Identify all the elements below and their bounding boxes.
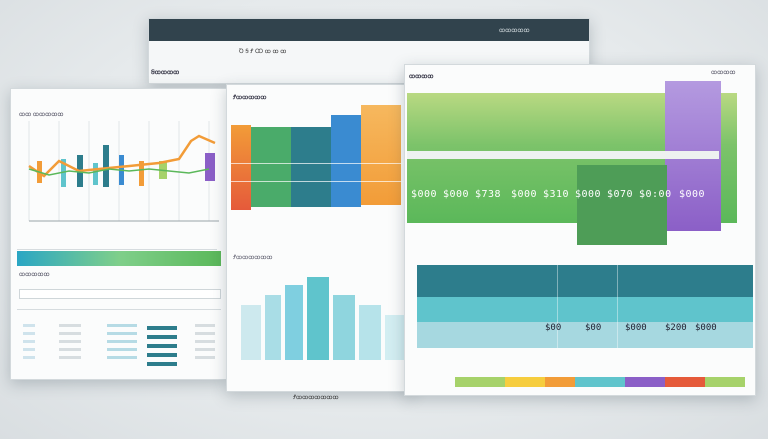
left-chart-line-green bbox=[28, 168, 210, 176]
center-band-teal bbox=[291, 127, 331, 207]
left-window-tab[interactable]: Ꞩꝏꝏꝏꝏ bbox=[151, 70, 180, 76]
right-bottom-values: $00 $00 $000 $200 $000 bbox=[545, 323, 745, 337]
left-chart-line-orange bbox=[28, 134, 216, 178]
back-window-url[interactable]: ꝏꝏꝏꝏꝏ bbox=[499, 28, 530, 34]
left-table-col-4 bbox=[147, 326, 177, 366]
left-window: Ꞩꝏꝏꝏꝏ ꝏꝏ ꝏꝏꝏꝏꝏ ꝏꝏꝏꝏꝏ bbox=[10, 70, 227, 380]
center-header: Ꝭꝏꝏꝏꝏꝏ bbox=[233, 95, 267, 101]
right-bottom-value-4: $000 bbox=[695, 323, 717, 333]
right-bottom-chart bbox=[417, 265, 753, 357]
right-axis-row bbox=[407, 151, 719, 159]
center-band-red bbox=[231, 125, 251, 210]
left-chart-bar-9 bbox=[205, 153, 215, 181]
center-bottom-chart bbox=[241, 275, 406, 365]
left-table-col-3 bbox=[107, 324, 137, 364]
left-chart-title: ꝏꝏ ꝏꝏꝏꝏꝏ bbox=[19, 112, 64, 118]
left-progress-band bbox=[17, 251, 221, 266]
center-band-orange bbox=[361, 105, 401, 205]
left-chart-bar-7 bbox=[139, 161, 144, 186]
right-value-6: $070 bbox=[607, 189, 634, 200]
right-value-8: $000 bbox=[679, 189, 706, 200]
right-value-0: $000 bbox=[411, 189, 438, 200]
back-window: Ꝺ Ꞩ Ꝭ Ꝏ ꝏ ꝏ ꝏ ꝏꝏꝏꝏꝏ bbox=[148, 18, 590, 84]
back-window-titlebar bbox=[149, 19, 589, 41]
center-band-green bbox=[251, 127, 291, 207]
back-window-title: Ꝺ Ꞩ Ꝭ Ꝏ ꝏ ꝏ ꝏ bbox=[239, 49, 287, 55]
left-chart-bar-4 bbox=[93, 163, 98, 185]
right-bottom-value-2: $000 bbox=[625, 323, 647, 333]
left-section-divider bbox=[17, 249, 217, 250]
right-value-7: $0:00 bbox=[639, 189, 672, 200]
right-title: ꝏꝏꝏꝏ bbox=[409, 74, 434, 80]
left-table-col-1 bbox=[23, 324, 35, 364]
right-color-strip bbox=[455, 377, 745, 387]
right-value-1: $000 bbox=[443, 189, 470, 200]
center-band-stripe-1 bbox=[231, 163, 406, 164]
right-area-shadow bbox=[577, 165, 667, 245]
right-bottom-value-3: $200 bbox=[665, 323, 687, 333]
left-line-chart bbox=[28, 121, 219, 222]
right-corner-label: ꝏꝏꝏꝏ bbox=[711, 70, 736, 76]
center-chart-area bbox=[231, 105, 406, 210]
center-band-stripe-2 bbox=[231, 181, 406, 182]
left-chart-bar-5 bbox=[103, 145, 109, 187]
right-bottom-value-0: $00 bbox=[545, 323, 562, 333]
right-window: ꝏꝏꝏꝏ ꝏꝏꝏꝏ $000 $000 $738 $000 $310 $000 … bbox=[404, 64, 756, 396]
left-input-box[interactable] bbox=[19, 289, 221, 299]
right-value-3: $000 bbox=[511, 189, 538, 200]
center-band-blue bbox=[331, 115, 361, 207]
right-value-5: $000 bbox=[575, 189, 602, 200]
right-bottom-value-1: $00 bbox=[585, 323, 602, 333]
left-chart-bar-2 bbox=[61, 159, 66, 187]
right-value-4: $310 bbox=[543, 189, 570, 200]
left-section-label: ꝏꝏꝏꝏꝏ bbox=[19, 272, 50, 278]
left-table bbox=[17, 309, 221, 374]
center-window: Ꝭꝏꝏꝏꝏꝏ Ꝭꝏꝏꝏꝏꝏꝏ Ꝭꝏꝏꝏꝏꝏꝏꝏ bbox=[226, 84, 413, 401]
center-section-title: Ꝭꝏꝏꝏꝏꝏꝏ bbox=[233, 255, 273, 261]
right-value-2: $738 bbox=[475, 189, 502, 200]
right-value-row: $000 $000 $738 $000 $310 $000 $070 $0:00… bbox=[411, 189, 731, 203]
left-table-col-5 bbox=[195, 324, 215, 364]
left-table-col-2 bbox=[59, 324, 81, 364]
center-footer: Ꝭꝏꝏꝏꝏꝏꝏꝏ bbox=[293, 395, 339, 401]
